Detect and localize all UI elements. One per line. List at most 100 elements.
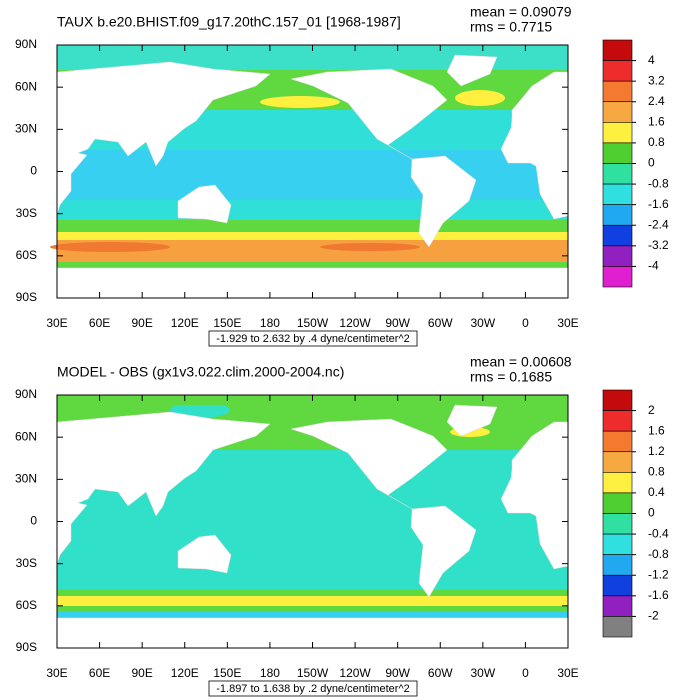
colorbar-label: 2 bbox=[648, 403, 655, 417]
field-band bbox=[57, 200, 568, 220]
y-tick-label: 90N bbox=[15, 387, 37, 401]
colorbar-box bbox=[602, 224, 633, 247]
x-tick-label: 0 bbox=[522, 666, 529, 680]
x-tick-label: 30W bbox=[470, 316, 495, 330]
y-tick-label: 0 bbox=[30, 164, 37, 178]
y-tick-label: 90N bbox=[15, 37, 37, 51]
colorbar-label: -0.4 bbox=[648, 526, 669, 540]
rms-stat: rms = 0.1685 bbox=[470, 369, 552, 385]
colorbar-label: 1.2 bbox=[648, 444, 665, 458]
colorbar-box bbox=[602, 80, 633, 103]
colorbar-box bbox=[602, 142, 633, 164]
y-tick-label: 30N bbox=[15, 122, 37, 136]
field-band bbox=[57, 590, 568, 596]
colorbar-box bbox=[602, 492, 633, 514]
colorbar-label: -1.2 bbox=[648, 567, 669, 581]
x-tick-label: 90E bbox=[131, 666, 152, 680]
field-band bbox=[57, 612, 568, 620]
colorbar-label: -4 bbox=[648, 259, 659, 273]
y-tick-label: 0 bbox=[30, 514, 37, 528]
y-tick-label: 60S bbox=[16, 248, 37, 262]
colorbar-box bbox=[602, 60, 633, 82]
colorbar-box bbox=[602, 122, 633, 144]
field-patch bbox=[170, 402, 230, 418]
x-tick-label: 120E bbox=[171, 666, 199, 680]
colorbar-label: 2.4 bbox=[648, 94, 665, 108]
x-tick-label: 30E bbox=[557, 666, 578, 680]
field-band bbox=[57, 220, 568, 232]
colorbar-box bbox=[602, 533, 633, 555]
field-patch bbox=[50, 242, 170, 252]
mean-stat: mean = 0.00608 bbox=[470, 354, 572, 370]
field-patch bbox=[320, 243, 420, 251]
field-band bbox=[57, 606, 568, 612]
colorbar-label: -0.8 bbox=[648, 176, 669, 190]
x-tick-label: 90W bbox=[385, 316, 410, 330]
x-tick-label: 60E bbox=[89, 316, 110, 330]
x-tick-label: 30E bbox=[46, 666, 67, 680]
x-tick-label: 60E bbox=[89, 666, 110, 680]
x-tick-label: 150E bbox=[213, 666, 241, 680]
colorbar-box bbox=[602, 245, 633, 267]
y-tick-label: 30S bbox=[16, 556, 37, 570]
colorbar-label: -2 bbox=[648, 609, 659, 623]
x-tick-label: 30E bbox=[46, 316, 67, 330]
x-tick-label: 150E bbox=[213, 316, 241, 330]
colorbar-box bbox=[602, 472, 633, 494]
colorbar-label: -3.2 bbox=[648, 238, 669, 252]
info-box bbox=[208, 330, 418, 347]
map-panel: TAUX b.e20.BHIST.f09_g17.20thC.157_01 [1… bbox=[15, 4, 669, 347]
y-tick-label: 30S bbox=[16, 206, 37, 220]
x-tick-label: 120W bbox=[339, 316, 371, 330]
colorbar-box bbox=[602, 554, 633, 576]
x-tick-label: 30W bbox=[470, 666, 495, 680]
x-tick-label: 0 bbox=[522, 316, 529, 330]
x-tick-label: 180 bbox=[260, 666, 280, 680]
x-tick-label: 90E bbox=[131, 316, 152, 330]
x-tick-label: 120W bbox=[339, 666, 371, 680]
colorbar-box bbox=[602, 410, 633, 432]
panel-title: MODEL - OBS (gx1v3.022.clim.2000-2004.nc… bbox=[57, 364, 344, 380]
colorbar-label: 1.6 bbox=[648, 423, 665, 437]
colorbar-box bbox=[602, 595, 633, 617]
colorbar-label: -1.6 bbox=[648, 588, 669, 602]
map-panel: MODEL - OBS (gx1v3.022.clim.2000-2004.nc… bbox=[15, 354, 669, 697]
colorbar-box bbox=[602, 266, 633, 288]
colorbar-box bbox=[602, 616, 633, 638]
x-tick-label: 60W bbox=[428, 666, 453, 680]
mean-stat: mean = 0.09079 bbox=[470, 4, 572, 20]
colorbar-box bbox=[602, 430, 633, 453]
colorbar-box bbox=[602, 204, 633, 226]
colorbar-box bbox=[602, 163, 633, 185]
y-tick-label: 60S bbox=[16, 598, 37, 612]
field-band bbox=[57, 596, 568, 606]
colorbar-label: 4 bbox=[648, 53, 655, 67]
colorbar-box bbox=[602, 389, 633, 411]
field-band bbox=[57, 232, 568, 240]
x-tick-label: 60W bbox=[428, 316, 453, 330]
colorbar-label: 0.4 bbox=[648, 485, 665, 499]
info-box bbox=[208, 680, 418, 697]
colorbar-label: 0 bbox=[648, 506, 655, 520]
y-tick-label: 90S bbox=[16, 290, 37, 304]
panel-title: TAUX b.e20.BHIST.f09_g17.20thC.157_01 [1… bbox=[57, 14, 401, 30]
y-tick-label: 90S bbox=[16, 640, 37, 654]
colorbar-label: -2.4 bbox=[648, 217, 669, 231]
x-tick-label: 180 bbox=[260, 316, 280, 330]
colorbar-label: -0.8 bbox=[648, 547, 669, 561]
x-tick-label: 90W bbox=[385, 666, 410, 680]
field-band bbox=[57, 150, 568, 200]
colorbar-label: -1.6 bbox=[648, 197, 669, 211]
colorbar-box bbox=[602, 101, 633, 123]
colorbar-box bbox=[602, 574, 633, 597]
colorbar-label: 1.6 bbox=[648, 115, 665, 129]
colorbar-box bbox=[602, 513, 633, 535]
colorbar-label: 0.8 bbox=[648, 465, 665, 479]
colorbar-label: 3.2 bbox=[648, 73, 665, 87]
field-band bbox=[57, 262, 568, 270]
field-patch bbox=[260, 96, 340, 108]
colorbar-box bbox=[602, 39, 633, 61]
info-label: -1.897 to 1.638 by .2 dyne/centimeter^2 bbox=[216, 683, 410, 695]
colorbar-label: 0 bbox=[648, 156, 655, 170]
